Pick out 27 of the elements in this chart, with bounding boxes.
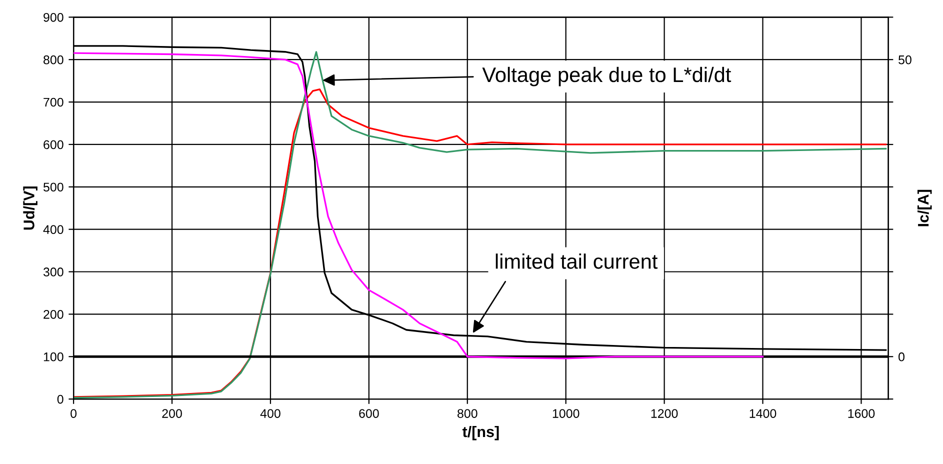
x-tick-label: 1000 <box>552 409 580 418</box>
y2-axis-title: Ic/[A] <box>917 190 932 226</box>
x-tick-label: 800 <box>458 409 478 418</box>
y-tick-label: 300 <box>43 268 64 276</box>
y-tick-label: 200 <box>44 310 64 319</box>
y-tick-label: 400 <box>43 225 64 234</box>
y-tick-label: 900 <box>44 12 64 22</box>
x-tick-label: 1200 <box>651 409 678 418</box>
y-tick-label: 700 <box>44 98 64 107</box>
annotation: Voltage peak due to L*di/dt <box>482 66 732 86</box>
x-tick-label: 1400 <box>750 409 776 418</box>
y-tick-label: 600 <box>44 140 64 150</box>
y2-tick-label: 0 <box>898 352 904 362</box>
x-tick-label: 1600 <box>848 409 875 418</box>
y-tick-label: 800 <box>44 55 64 64</box>
y-axis-title: Ud/[V] <box>23 186 38 230</box>
x-axis-title: t/[ns] <box>462 426 499 440</box>
x-tick-label: 400 <box>260 409 280 418</box>
y-tick-label: 500 <box>43 182 64 192</box>
y-tick-label: 0 <box>57 394 64 404</box>
y-tick-label: 100 <box>44 352 64 362</box>
annotation: limited tail current <box>496 254 658 269</box>
y2-tick-label: 50 <box>898 55 912 64</box>
x-tick-label: 0 <box>70 409 77 418</box>
x-tick-label: 600 <box>359 409 379 418</box>
line-series <box>74 52 764 360</box>
x-tick-label: 200 <box>162 409 182 418</box>
